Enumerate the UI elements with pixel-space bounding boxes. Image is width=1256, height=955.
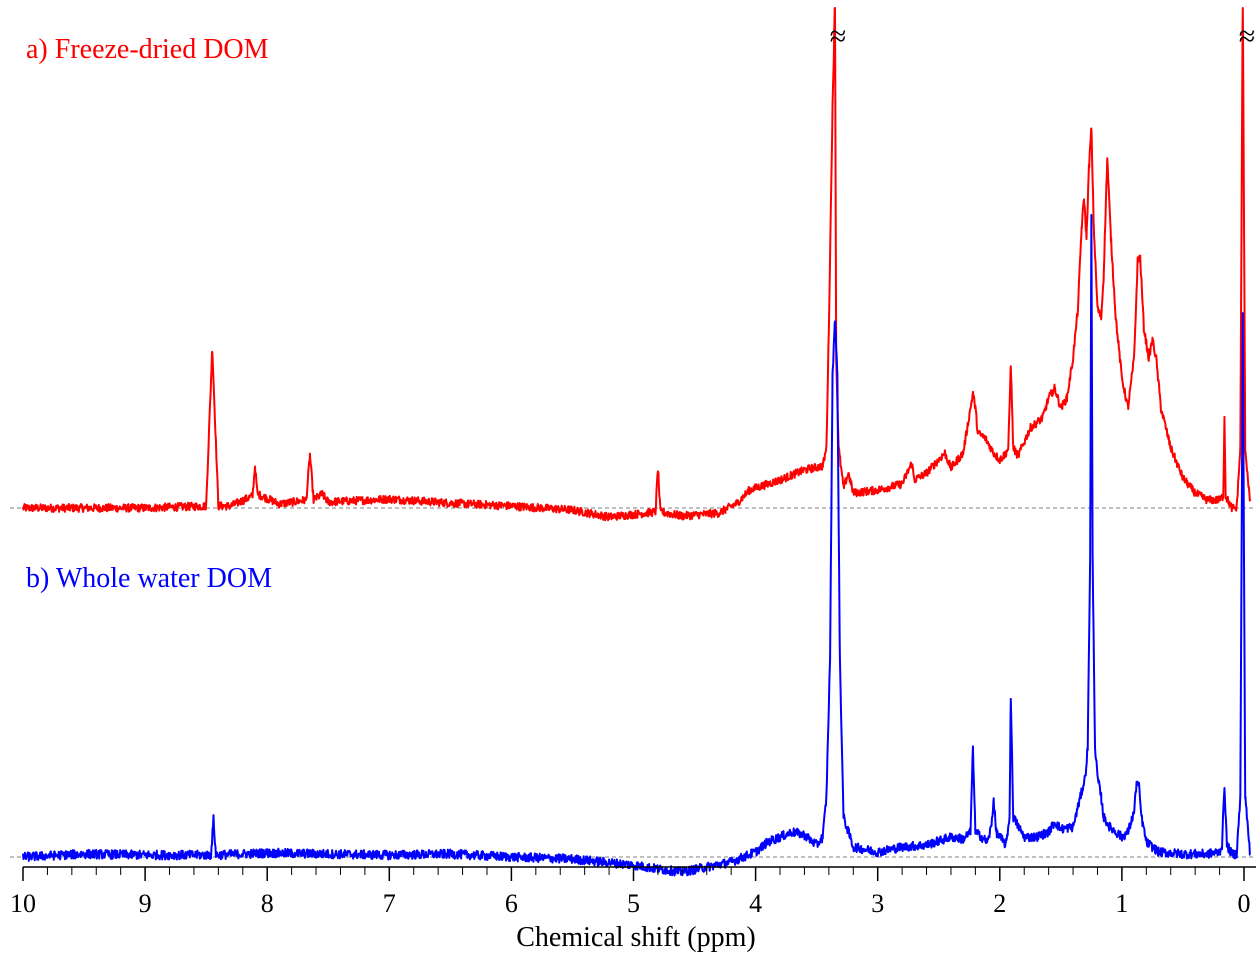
x-tick-label: 1	[1115, 889, 1128, 918]
x-tick-label: 8	[261, 889, 274, 918]
trace-b	[22, 213, 1251, 877]
spectrum-traces	[22, 7, 1252, 877]
x-tick-label: 6	[505, 889, 518, 918]
axis-break-markers: ≈ ≈	[830, 20, 1256, 53]
series-label-b: b) Whole water DOM	[26, 563, 272, 594]
trace-a	[22, 7, 1252, 522]
x-tick-label: 5	[627, 889, 640, 918]
x-tick-label: 3	[871, 889, 884, 918]
x-tick-label: 7	[383, 889, 396, 918]
x-tick-label: 4	[749, 889, 762, 918]
x-tick-label: 9	[139, 889, 152, 918]
x-axis-title: Chemical shift (ppm)	[516, 922, 756, 953]
x-axis: 10 9 8 7 6 5 4 3 2 1 0	[10, 866, 1256, 918]
baselines	[10, 507, 1256, 858]
x-tick-label: 10	[10, 889, 36, 918]
x-tick-label: 0	[1238, 889, 1251, 918]
axis-break-marker: ≈	[1239, 20, 1255, 53]
series-label-a: a) Freeze-dried DOM	[26, 34, 269, 65]
axis-break-marker: ≈	[830, 20, 846, 53]
x-tick-label: 2	[993, 889, 1006, 918]
